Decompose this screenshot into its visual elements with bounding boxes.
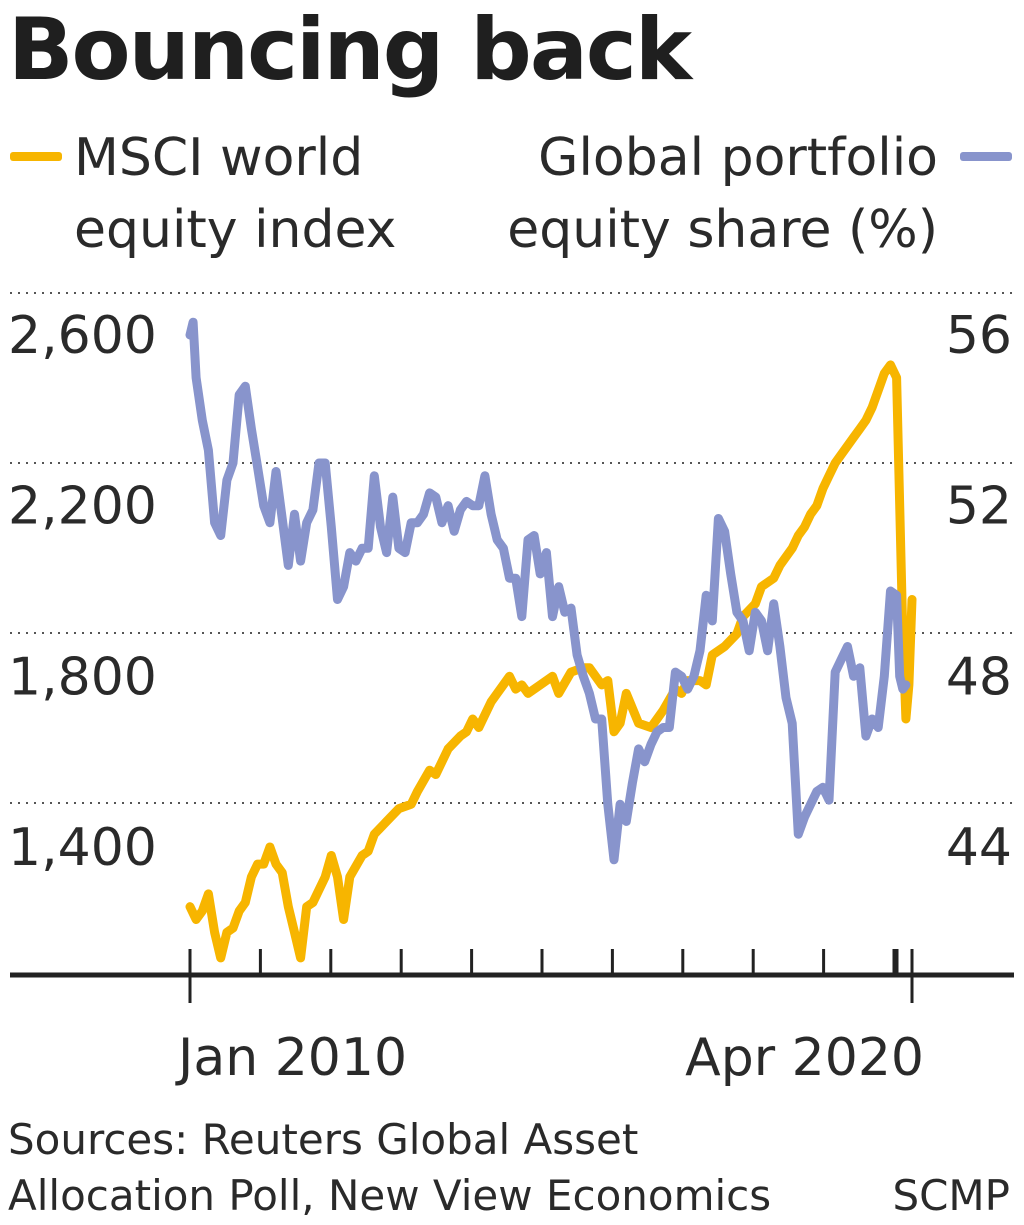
legend-label-msci: MSCI world equity index bbox=[74, 122, 396, 266]
legend-label-equity-share-line1: Global portfolio bbox=[538, 128, 938, 188]
x-tick-label-end: Apr 2020 bbox=[685, 1028, 924, 1088]
y-left-tick-label: 2,200 bbox=[8, 477, 157, 537]
legend-label-msci-line1: MSCI world bbox=[74, 128, 364, 188]
legend-label-equity-share-line2: equity share (%) bbox=[507, 200, 938, 260]
credit-label: SCMP bbox=[892, 1171, 1010, 1220]
y-right-tick-label: 56 bbox=[946, 306, 1012, 366]
sources-note: Sources: Reuters Global Asset Allocation… bbox=[8, 1112, 771, 1224]
sources-line2: Allocation Poll, New View Economics bbox=[8, 1171, 772, 1220]
y-right-tick-label: 48 bbox=[946, 647, 1012, 707]
y-left-tick-label: 1,400 bbox=[8, 818, 157, 878]
y-left-tick-label: 1,800 bbox=[8, 647, 157, 707]
legend-label-equity-share: Global portfolio equity share (%) bbox=[507, 122, 938, 266]
legend-swatch-msci bbox=[10, 152, 62, 161]
x-tick-label-start: Jan 2010 bbox=[175, 1028, 407, 1088]
series-line-equity-share bbox=[185, 317, 911, 865]
y-right-tick-label: 44 bbox=[946, 818, 1012, 878]
sources-line1: Sources: Reuters Global Asset bbox=[8, 1115, 639, 1164]
legend-swatch-equity-share bbox=[960, 152, 1012, 161]
y-left-tick-label: 2,600 bbox=[8, 306, 157, 366]
series-line-msci bbox=[185, 360, 917, 963]
legend-label-msci-line2: equity index bbox=[74, 200, 397, 260]
chart-title: Bouncing back bbox=[8, 0, 692, 100]
y-right-tick-label: 52 bbox=[946, 477, 1012, 537]
